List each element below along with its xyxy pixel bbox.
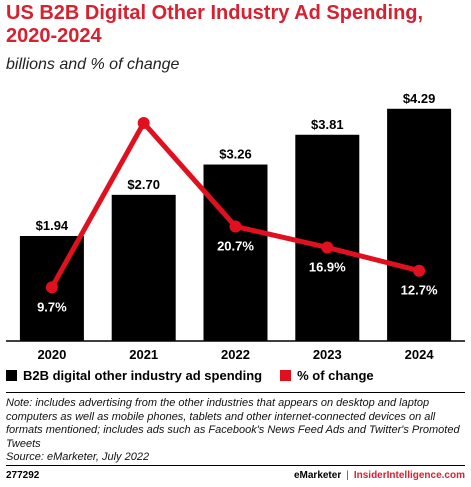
legend-item-line: % of change <box>280 368 374 383</box>
chart-subtitle: billions and % of change <box>6 56 180 73</box>
source-text: Source: eMarketer, July 2022 <box>6 451 150 463</box>
bar-2024 <box>387 108 452 342</box>
chart-id: 277292 <box>6 470 40 481</box>
footer: 277292 eMarketer | InsiderIntelligence.com <box>6 470 465 481</box>
line-point-2022 <box>229 220 242 233</box>
bar-label-2021: $2.70 <box>127 177 160 192</box>
brand-separator: | <box>346 470 349 481</box>
line-label-2024: 12.7% <box>401 283 438 298</box>
bar-label-2020: $1.94 <box>36 218 69 233</box>
legend-line-label: % of change <box>297 368 374 383</box>
bar-label-2024: $4.29 <box>403 91 436 106</box>
line-point-2021 <box>137 116 150 129</box>
x-tick-2020: 2020 <box>37 347 66 362</box>
chart-legend: B2B digital other industry ad spending %… <box>6 368 392 383</box>
brand-insiderintelligence: InsiderIntelligence.com <box>353 470 465 481</box>
legend-bar-swatch <box>6 370 17 381</box>
line-point-2020 <box>45 281 58 294</box>
divider-bottom <box>6 465 465 466</box>
line-label-2022: 20.7% <box>217 238 254 253</box>
x-tick-2024: 2024 <box>405 347 435 362</box>
brand: eMarketer | InsiderIntelligence.com <box>294 470 465 481</box>
divider-top <box>6 392 465 393</box>
bar-label-2023: $3.81 <box>311 117 344 132</box>
chart-title: US B2B Digital Other Industry Ad Spendin… <box>6 2 424 47</box>
legend-item-bars: B2B digital other industry ad spending <box>6 368 262 383</box>
bar-2023 <box>295 134 360 341</box>
chart-note: Note: includes advertising from the othe… <box>6 397 468 465</box>
x-tick-2023: 2023 <box>313 347 342 362</box>
line-point-2024 <box>413 264 426 277</box>
chart-plot: $1.94 2020 $2.70 2021 $3.26 2022 $3.81 2023 $4.2… <box>6 91 465 362</box>
line-label-2021: 39.4% <box>125 99 162 114</box>
x-tick-2021: 2021 <box>129 347 158 362</box>
line-label-2020: 9.7% <box>37 299 67 314</box>
note-text: Note: includes advertising from the othe… <box>6 397 460 450</box>
bar-2022 <box>203 164 268 341</box>
line-label-2023: 16.9% <box>309 259 346 274</box>
brand-emarketer: eMarketer <box>293 470 342 481</box>
legend-line-swatch <box>280 370 292 381</box>
bar-label-2022: $3.26 <box>219 147 252 162</box>
line-point-2023 <box>321 241 334 254</box>
bar-2021 <box>111 194 176 341</box>
legend-bar-label: B2B digital other industry ad spending <box>23 368 263 383</box>
x-tick-2022: 2022 <box>221 347 250 362</box>
